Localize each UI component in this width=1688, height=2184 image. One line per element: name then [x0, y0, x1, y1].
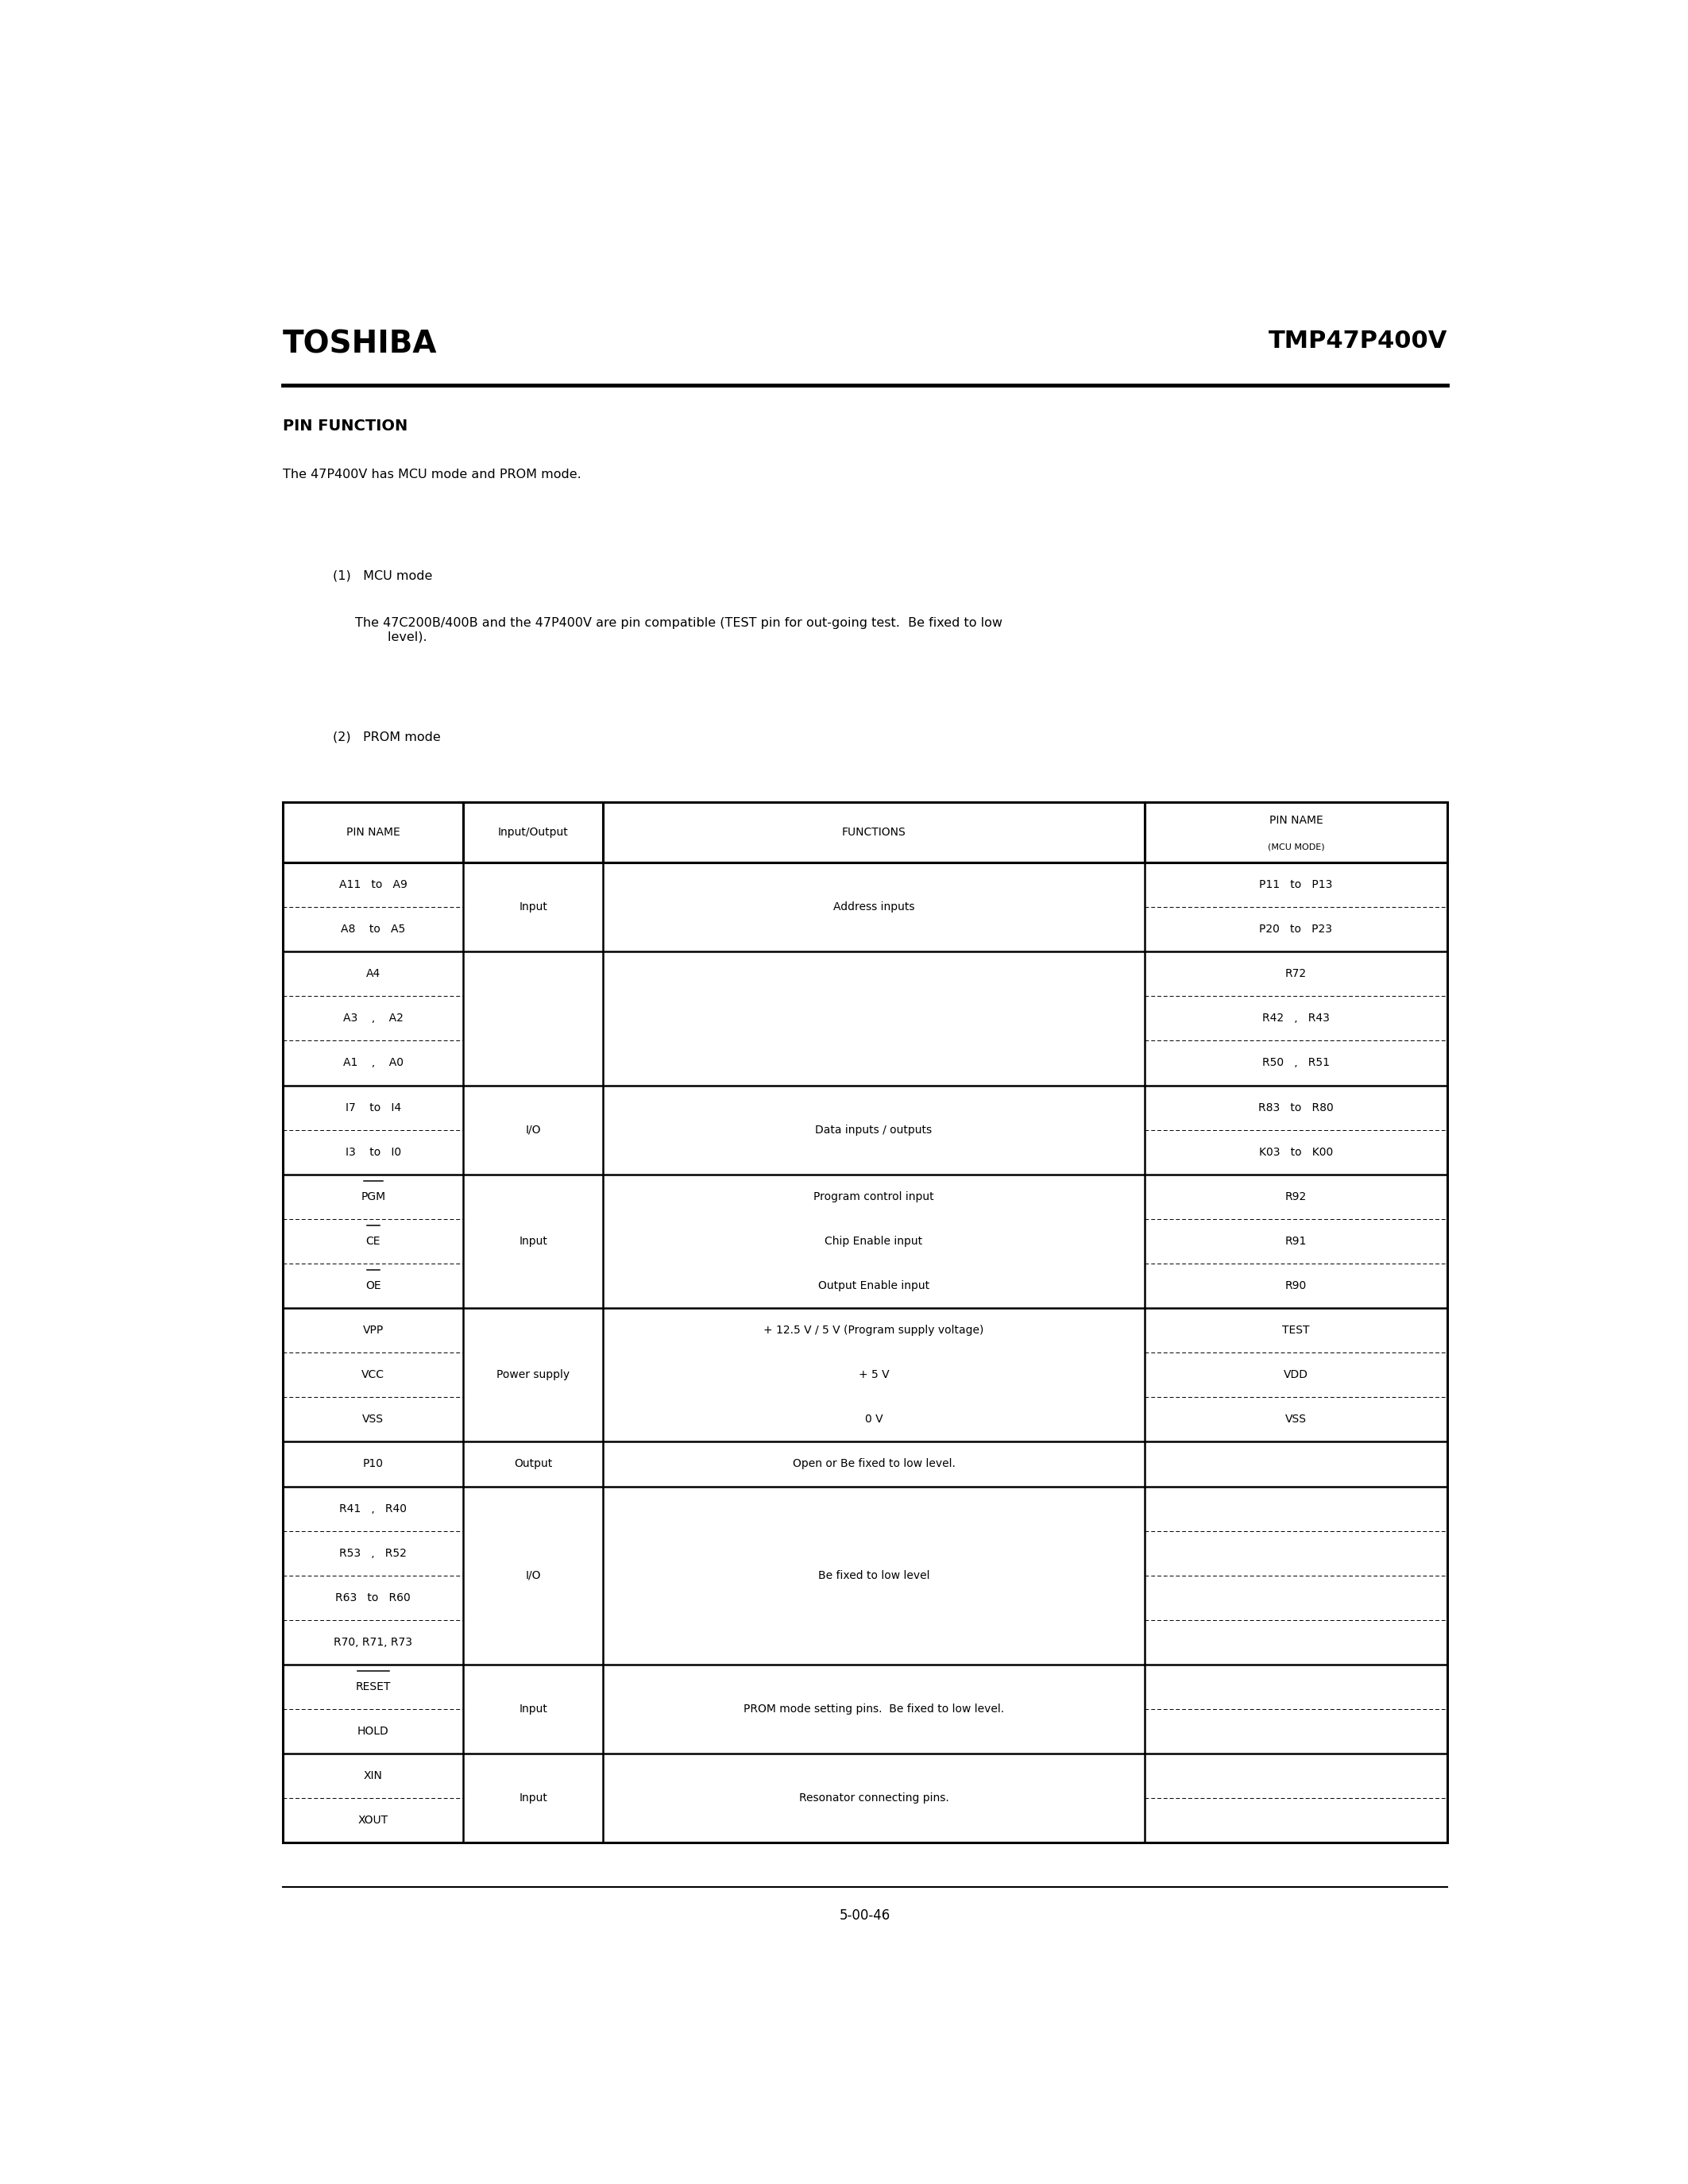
Text: R92: R92 [1285, 1190, 1307, 1201]
Text: R53   ,   R52: R53 , R52 [339, 1548, 407, 1559]
Text: I/O: I/O [525, 1570, 542, 1581]
Text: Be fixed to low level: Be fixed to low level [819, 1570, 930, 1581]
Text: TOSHIBA: TOSHIBA [284, 330, 437, 360]
Text: A8    to   A5: A8 to A5 [341, 924, 405, 935]
Text: R91: R91 [1285, 1236, 1307, 1247]
Text: TEST: TEST [1283, 1326, 1310, 1337]
Text: P20   to   P23: P20 to P23 [1259, 924, 1332, 935]
Text: A3    ,    A2: A3 , A2 [343, 1013, 403, 1024]
Text: A4: A4 [366, 968, 380, 978]
Text: Program control input: Program control input [814, 1190, 933, 1201]
Text: XIN: XIN [363, 1771, 383, 1782]
Text: (1)   MCU mode: (1) MCU mode [333, 570, 432, 581]
Text: + 12.5 V / 5 V (Program supply voltage): + 12.5 V / 5 V (Program supply voltage) [763, 1326, 984, 1337]
Text: FUNCTIONS: FUNCTIONS [842, 826, 906, 839]
Text: TMP47P400V: TMP47P400V [1268, 330, 1447, 352]
Text: I3    to   I0: I3 to I0 [346, 1147, 402, 1158]
Text: 5-00-46: 5-00-46 [839, 1909, 891, 1922]
Text: PROM mode setting pins.  Be fixed to low level.: PROM mode setting pins. Be fixed to low … [743, 1704, 1004, 1714]
Text: I/O: I/O [525, 1125, 542, 1136]
Text: The 47C200B/400B and the 47P400V are pin compatible (TEST pin for out-going test: The 47C200B/400B and the 47P400V are pin… [354, 616, 1003, 642]
Text: (MCU MODE): (MCU MODE) [1268, 843, 1325, 852]
Text: (2)   PROM mode: (2) PROM mode [333, 732, 441, 743]
Text: R72: R72 [1285, 968, 1307, 978]
Text: P11   to   P13: P11 to P13 [1259, 880, 1332, 891]
Text: PGM: PGM [361, 1190, 385, 1201]
Text: A11   to   A9: A11 to A9 [339, 880, 407, 891]
Text: Output Enable input: Output Enable input [819, 1280, 930, 1291]
Text: R90: R90 [1285, 1280, 1307, 1291]
Text: PIN NAME: PIN NAME [1269, 815, 1323, 826]
Text: PIN FUNCTION: PIN FUNCTION [284, 419, 408, 435]
Text: PIN NAME: PIN NAME [346, 826, 400, 839]
Bar [464, 802, 603, 863]
Text: A1    ,    A0: A1 , A0 [343, 1057, 403, 1068]
Text: Data inputs / outputs: Data inputs / outputs [815, 1125, 932, 1136]
Text: VSS: VSS [363, 1413, 383, 1424]
Text: Address inputs: Address inputs [834, 902, 915, 913]
Text: VDD: VDD [1283, 1369, 1308, 1380]
Text: I7    to   I4: I7 to I4 [346, 1103, 402, 1114]
Text: Chip Enable input: Chip Enable input [825, 1236, 923, 1247]
Text: Input/Output: Input/Output [498, 826, 569, 839]
Text: R83   to   R80: R83 to R80 [1258, 1103, 1334, 1114]
Bar [284, 802, 464, 863]
Text: 0 V: 0 V [864, 1413, 883, 1424]
Text: Input: Input [518, 902, 547, 913]
Text: HOLD: HOLD [358, 1725, 388, 1736]
Text: R63   to   R60: R63 to R60 [336, 1592, 410, 1603]
Text: R42   ,   R43: R42 , R43 [1263, 1013, 1330, 1024]
Bar [1144, 802, 1447, 863]
Bar [603, 802, 1144, 863]
Text: RESET: RESET [356, 1682, 392, 1693]
Text: K03   to   K00: K03 to K00 [1259, 1147, 1334, 1158]
Text: R70, R71, R73: R70, R71, R73 [334, 1636, 412, 1649]
Text: Power supply: Power supply [496, 1369, 571, 1380]
Text: OE: OE [365, 1280, 381, 1291]
Text: Input: Input [518, 1793, 547, 1804]
Text: VSS: VSS [1285, 1413, 1307, 1424]
Text: The 47P400V has MCU mode and PROM mode.: The 47P400V has MCU mode and PROM mode. [284, 470, 581, 480]
Text: VPP: VPP [363, 1326, 383, 1337]
Text: XOUT: XOUT [358, 1815, 388, 1826]
Text: Input: Input [518, 1236, 547, 1247]
Bar [284, 863, 1447, 1843]
Text: R41   ,   R40: R41 , R40 [339, 1503, 407, 1514]
Text: Output: Output [515, 1459, 552, 1470]
Text: VCC: VCC [361, 1369, 385, 1380]
Text: + 5 V: + 5 V [859, 1369, 890, 1380]
Text: CE: CE [366, 1236, 380, 1247]
Text: Input: Input [518, 1704, 547, 1714]
Text: P10: P10 [363, 1459, 383, 1470]
Text: Open or Be fixed to low level.: Open or Be fixed to low level. [792, 1459, 955, 1470]
Text: R50   ,   R51: R50 , R51 [1263, 1057, 1330, 1068]
Text: Resonator connecting pins.: Resonator connecting pins. [798, 1793, 949, 1804]
